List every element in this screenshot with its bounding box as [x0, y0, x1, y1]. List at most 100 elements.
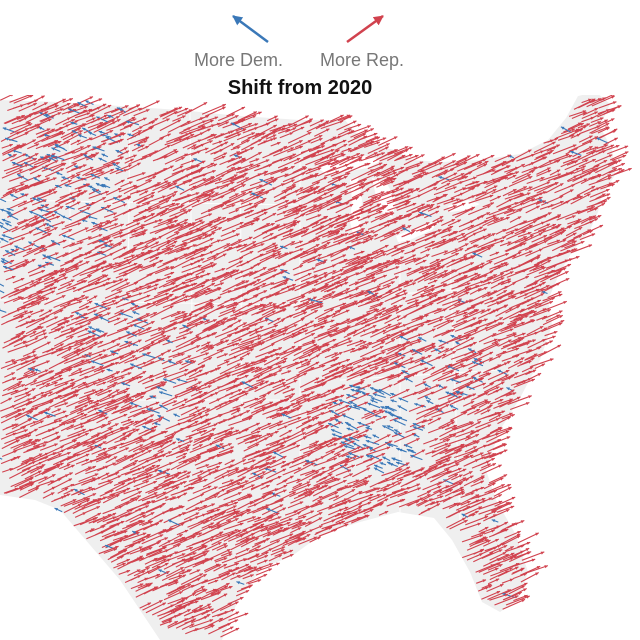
arrow-head [350, 130, 355, 134]
rep-shift-arrow [456, 162, 477, 172]
rep-shift-arrow [34, 104, 59, 115]
arrow-head [179, 165, 184, 169]
rep-shift-arrow [294, 153, 317, 165]
arrow-head [128, 181, 133, 185]
arrow-head [512, 174, 517, 178]
arrow-head [241, 158, 246, 161]
arrow-head [225, 121, 229, 125]
arrow-head [145, 136, 150, 140]
arrow-head [78, 134, 82, 138]
rep-shift-arrow [201, 103, 227, 115]
arrow-head [200, 117, 204, 121]
arrow-head [192, 144, 197, 148]
arrow-head [19, 169, 23, 173]
arrow-head [339, 120, 344, 124]
rep-shift-arrow [29, 164, 50, 175]
rep-shift-arrow [1, 144, 21, 155]
arrow-head [54, 160, 59, 164]
arrow-head [65, 124, 70, 128]
arrow-head [55, 172, 60, 175]
arrow-head [154, 118, 159, 122]
rep-shift-arrow [609, 151, 629, 161]
rep-shift-arrow [464, 163, 488, 176]
arrow-head [278, 127, 282, 131]
arrow-head [606, 127, 610, 131]
arrow-head [160, 137, 164, 141]
rep-shift-arrow [539, 159, 561, 169]
arrow-head [547, 169, 552, 173]
arrow-head [40, 108, 45, 112]
arrow-head [71, 130, 76, 134]
arrow-head [68, 108, 72, 112]
arrow-head [181, 157, 185, 160]
arrow-head [604, 119, 608, 123]
arrow-head [140, 144, 145, 148]
arrow-head [320, 119, 324, 123]
arrow-head [620, 169, 625, 173]
arrow-head [125, 150, 130, 154]
arrow-head [409, 153, 413, 157]
arrow-head [138, 108, 142, 111]
rep-shift-arrow [434, 152, 456, 164]
rep-shift-arrow [357, 171, 381, 183]
arrow-head [74, 165, 78, 169]
rep-shift-arrow [314, 158, 334, 166]
arrow-head [603, 160, 608, 163]
rep-shift-arrow [597, 159, 617, 169]
arrow-head [110, 169, 114, 172]
arrow-head [61, 132, 65, 136]
rep-shift-arrow [93, 121, 117, 133]
arrow-head [346, 157, 351, 161]
arrow-head [472, 163, 476, 167]
arrow-head [332, 167, 337, 170]
arrow-head [62, 163, 67, 167]
arrow-head [115, 167, 119, 171]
arrow-head [363, 136, 367, 139]
arrow-head [80, 153, 84, 156]
arrow-head [53, 177, 57, 181]
arrow-head [601, 147, 606, 151]
arrow-head [67, 103, 71, 106]
arrow-head [45, 164, 49, 168]
arrow-head [62, 98, 66, 102]
arrow-head [452, 153, 456, 157]
arrow-head [475, 154, 480, 158]
rep-shift-arrow [372, 150, 395, 163]
arrow-head [236, 151, 240, 155]
arrow-head [591, 99, 595, 103]
arrow-head [467, 155, 471, 159]
rep-shift-arrow [123, 107, 142, 117]
rep-shift-arrow [123, 117, 147, 129]
arrow-head [35, 143, 40, 147]
arrow-head [258, 152, 262, 155]
arrow-head [222, 104, 226, 107]
arrow-head [327, 162, 331, 166]
arrow-head [177, 119, 181, 123]
arrow-head [115, 150, 120, 153]
rep-shift-arrow [349, 141, 374, 153]
arrow-head [468, 171, 472, 175]
arrow-head [386, 143, 390, 147]
arrow-head [73, 163, 77, 167]
arrow-head [266, 122, 270, 126]
arrow-head [213, 163, 217, 167]
arrow-head [210, 119, 214, 123]
arrow-head [333, 158, 337, 162]
arrow-head [104, 177, 108, 181]
arrow-head [289, 156, 293, 160]
arrow-head [590, 116, 595, 120]
arrow-head [191, 171, 195, 175]
arrow-head [238, 156, 242, 160]
arrow-head [577, 122, 582, 126]
arrow-head [237, 166, 242, 170]
arrow-head [571, 160, 575, 164]
arrow-head [560, 126, 565, 130]
arrow-head [299, 145, 303, 149]
arrow-head [2, 127, 7, 131]
arrow-head [46, 154, 51, 157]
arrow-head [382, 137, 387, 141]
rep-shift-arrow [9, 95, 31, 103]
arrow-head [218, 140, 223, 144]
arrow-head [307, 132, 312, 135]
arrow-head [264, 170, 268, 174]
